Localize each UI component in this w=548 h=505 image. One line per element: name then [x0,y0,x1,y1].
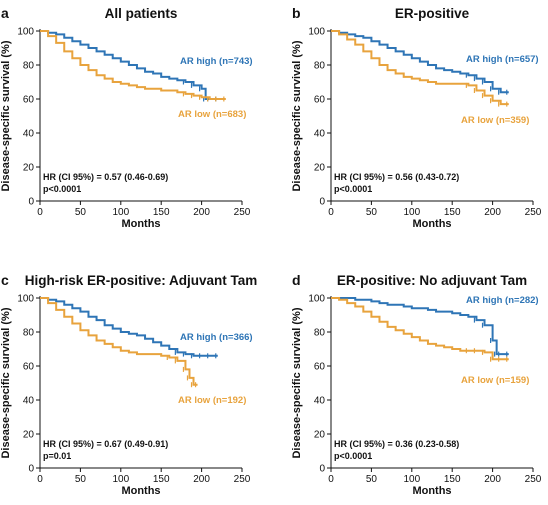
series-line-ar-low [331,297,509,361]
x-tick-label: 150 [153,474,170,485]
x-tick-label: 150 [153,207,170,218]
panel-letter: c [1,272,9,288]
y-tick-label: 100 [17,294,34,305]
y-tick-label: 100 [17,27,34,38]
panel-title: All patients [105,6,178,21]
series-label-ar-low: AR low (n=359) [461,115,529,126]
x-tick-label: 200 [193,474,210,485]
series-line-ar-low [40,297,198,386]
x-tick-label: 0 [37,207,43,218]
panel-c: c High-risk ER-positive: Adjuvant Tam 0 20 4… [0,272,257,497]
y-tick-label: 100 [308,294,325,305]
series-line-ar-high [40,297,218,357]
x-tick-label: 150 [444,474,461,485]
y-tick-label: 0 [28,197,34,208]
y-tick-label: 20 [314,430,326,441]
y-tick-label: 60 [23,362,35,373]
x-tick-label: 50 [366,474,378,485]
panel-letter: b [292,5,301,21]
y-tick-label: 60 [23,95,35,106]
series-label-ar-high: AR high (n=743) [180,56,253,67]
series-label-ar-low: AR low (n=683) [178,109,246,120]
y-axis-label: Disease-specific survival (%) [291,40,303,191]
x-tick-label: 50 [75,474,87,485]
x-tick-label: 0 [328,207,334,218]
hazard-ratio-text: HR (CI 95%) = 0.57 (0.46-0.69) [43,172,168,182]
y-tick-label: 60 [314,95,326,106]
series-label-ar-high: AR high (n=366) [180,332,253,343]
p-value-text: p=0.01 [43,451,71,461]
x-tick-label: 250 [234,474,251,485]
x-axis-label: Months [412,485,451,497]
x-tick-label: 250 [525,207,542,218]
x-axis-label: Months [412,218,451,230]
panel-title: High-risk ER-positive: Adjuvant Tam [25,273,258,288]
panel-letter: a [1,5,9,21]
y-axis-label: Disease-specific survival (%) [0,307,12,458]
panel-title: ER-positive [395,6,470,21]
y-tick-label: 20 [314,163,326,174]
hazard-ratio-text: HR (CI 95%) = 0.67 (0.49-0.91) [43,439,168,449]
x-tick-label: 0 [328,474,334,485]
x-axis-label: Months [121,485,160,497]
y-tick-label: 0 [319,464,325,475]
y-tick-label: 80 [23,61,35,72]
x-tick-label: 100 [403,474,420,485]
p-value-text: p<0.0001 [334,184,372,194]
series-line-ar-low [40,30,226,100]
x-tick-label: 0 [37,474,43,485]
x-tick-label: 250 [234,207,251,218]
y-tick-label: 20 [23,163,35,174]
x-axis-label: Months [121,218,160,230]
y-tick-label: 80 [314,61,326,72]
series-line-ar-low [331,30,509,106]
x-tick-label: 200 [484,207,501,218]
series-label-ar-low: AR low (n=159) [461,375,529,386]
y-tick-label: 0 [319,197,325,208]
y-tick-label: 60 [314,362,326,373]
x-tick-label: 250 [525,474,542,485]
p-value-text: p<0.0001 [334,451,372,461]
y-tick-label: 0 [28,464,34,475]
panel-a: a All patients 0 20 40 60 80 100 0 50 100 150 200 250… [0,5,253,230]
series-line-ar-high [331,30,509,94]
series-line-ar-high [331,297,509,356]
x-tick-label: 200 [193,207,210,218]
series-label-ar-high: AR high (n=282) [466,295,539,306]
x-tick-label: 100 [403,207,420,218]
y-tick-label: 40 [314,129,326,140]
series-label-ar-low: AR low (n=192) [178,395,246,406]
series-label-ar-high: AR high (n=657) [466,54,539,65]
x-tick-label: 50 [366,207,378,218]
y-axis-label: Disease-specific survival (%) [0,40,12,191]
y-tick-label: 20 [23,430,35,441]
series-line-ar-high [40,30,218,100]
y-tick-label: 40 [23,129,35,140]
x-tick-label: 100 [112,474,129,485]
x-tick-label: 50 [75,207,87,218]
panel-d: d ER-positive: No adjuvant Tam 0 20 40 60 80 10… [291,272,542,497]
hazard-ratio-text: HR (CI 95%) = 0.56 (0.43-0.72) [334,172,459,182]
hazard-ratio-text: HR (CI 95%) = 0.36 (0.23-0.58) [334,439,459,449]
y-tick-label: 80 [23,328,35,339]
y-tick-label: 100 [308,27,325,38]
y-axis-label: Disease-specific survival (%) [291,307,303,458]
panel-title: ER-positive: No adjuvant Tam [337,273,527,288]
panel-letter: d [292,272,301,288]
x-tick-label: 200 [484,474,501,485]
panel-b: b ER-positive 0 20 40 60 80 100 0 50 100 150 200 250 M… [291,5,542,230]
y-tick-label: 40 [314,396,326,407]
x-tick-label: 150 [444,207,461,218]
y-tick-label: 80 [314,328,326,339]
y-tick-label: 40 [23,396,35,407]
x-tick-label: 100 [112,207,129,218]
p-value-text: p<0.0001 [43,184,81,194]
